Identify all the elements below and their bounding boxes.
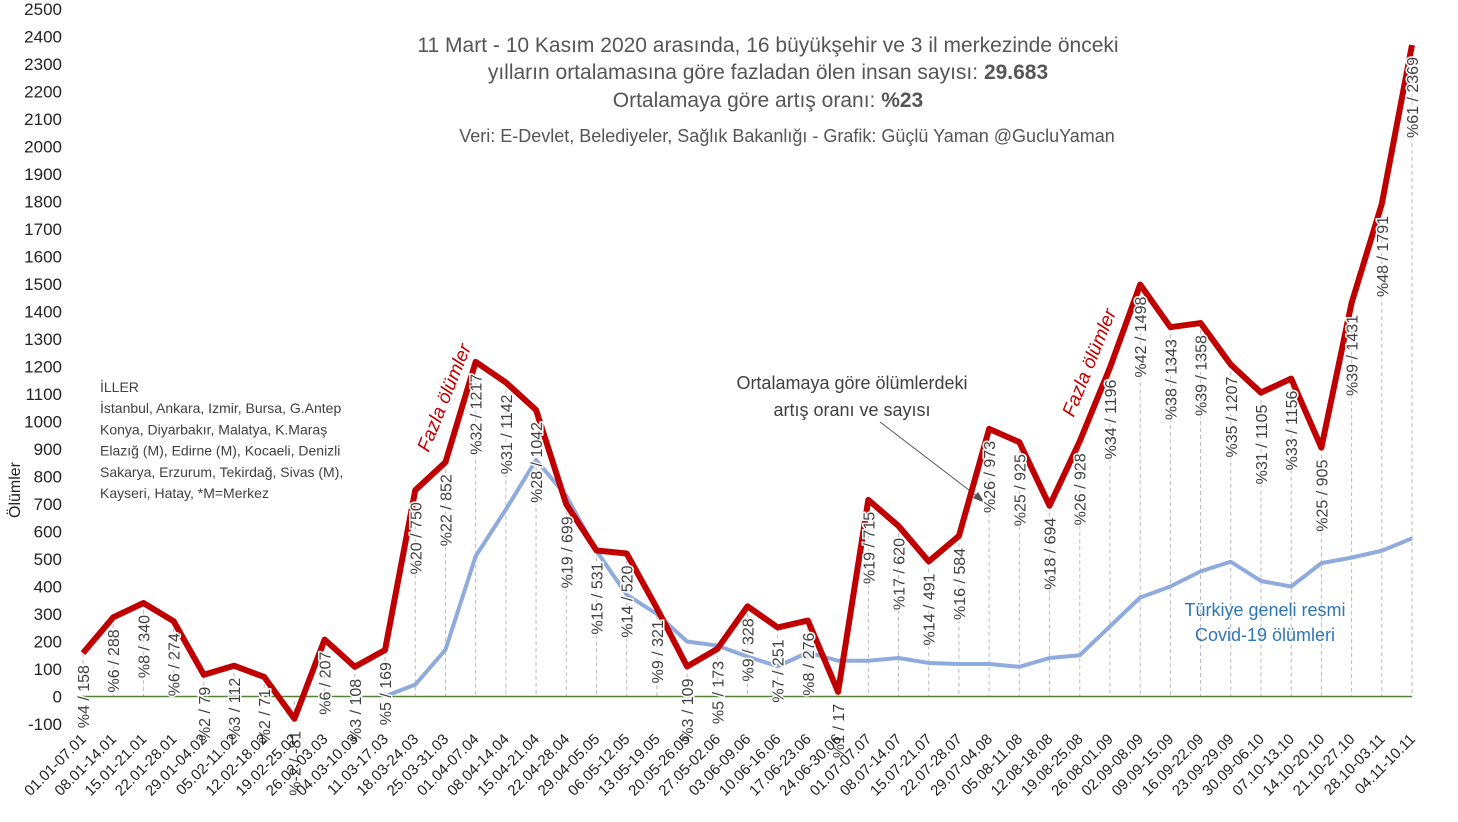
- data-label: %15 / 531: [589, 562, 606, 634]
- data-label: %26 / 928: [1073, 453, 1090, 525]
- y-tick-label: 2200: [24, 83, 62, 102]
- y-tick-label: 900: [34, 440, 62, 459]
- data-label: %35 / 1207: [1224, 376, 1241, 457]
- annotation: artış oranı ve sayısı: [773, 400, 930, 420]
- data-label: %19 / 699: [559, 516, 576, 588]
- y-tick-label: 800: [34, 468, 62, 487]
- data-label: %20 / 750: [408, 502, 425, 574]
- data-label: %9 / 328: [741, 618, 758, 681]
- y-tick-label: 600: [34, 523, 62, 542]
- data-label: %6 / 288: [106, 629, 123, 692]
- province-note: İLLER: [100, 378, 139, 395]
- data-label: %6 / 207: [318, 651, 335, 714]
- y-tick-label: 0: [53, 688, 62, 707]
- data-label: %8 / 340: [136, 615, 153, 678]
- data-label: %32 / 1217: [469, 374, 486, 455]
- province-note: İstanbul, Ankara, Izmir, Bursa, G.Antep: [100, 399, 341, 416]
- data-label: %38 / 1343: [1163, 339, 1180, 420]
- y-tick-label: 2000: [24, 138, 62, 157]
- title: yılların ortalamasına göre fazladan ölen…: [488, 61, 984, 84]
- data-label: %39 / 1431: [1345, 315, 1362, 396]
- data-label: %31 / 1105: [1254, 405, 1271, 485]
- data-label: %5 / 169: [378, 662, 395, 725]
- subtitle: Veri: E-Devlet, Belediyeler, Sağlık Baka…: [459, 126, 1115, 146]
- data-label: %16 / 584: [952, 548, 969, 620]
- data-label: %48 / 1791: [1375, 216, 1392, 297]
- annotation: Ortalamaya göre ölümlerdeki: [736, 373, 967, 393]
- data-label: %31 / 1142: [499, 394, 516, 474]
- data-label: %1 / 17: [831, 704, 848, 758]
- y-tick-label: 1600: [24, 248, 62, 267]
- title-bold: 29.683: [984, 61, 1048, 84]
- title: Ortalamaya göre artış oranı: %23: [613, 89, 923, 112]
- y-tick-label: 1200: [24, 358, 62, 377]
- province-note: Sakarya, Erzurum, Tekirdağ, Sivas (M),: [100, 464, 343, 480]
- data-label: %19 / 715: [861, 512, 878, 584]
- data-label: %28 / 1042: [529, 422, 546, 503]
- data-label: %4 / 158: [76, 665, 93, 728]
- y-tick-label: 500: [34, 550, 62, 569]
- data-label: %61 / 2369: [1405, 57, 1422, 138]
- data-label: %14 / 491: [922, 573, 939, 645]
- series-line: [384, 458, 1413, 699]
- title: yılların ortalamasına göre fazladan ölen…: [488, 61, 1048, 84]
- province-note: Kayseri, Hatay, *M=Merkez: [100, 485, 269, 501]
- y-tick-label: 400: [34, 578, 62, 597]
- arrow: [879, 421, 983, 501]
- arrowhead: [973, 492, 985, 503]
- y-tick-label: 1100: [25, 385, 62, 404]
- data-label: %17 / 620: [892, 538, 909, 610]
- data-label: %3 / 112: [227, 678, 244, 740]
- y-tick-label: -100: [28, 715, 62, 734]
- data-label: %2 / 71: [257, 689, 274, 743]
- data-label: %2 / 79: [197, 687, 214, 741]
- data-label: %3 / 109: [680, 678, 697, 741]
- data-label: %25 / 925: [1012, 454, 1029, 526]
- y-tick-label: 2500: [24, 0, 62, 19]
- y-tick-label: 1500: [24, 275, 62, 294]
- covid-annotation: Türkiye geneli resmi: [1184, 600, 1345, 620]
- y-tick-label: 2100: [24, 110, 62, 129]
- title: 11 Mart - 10 Kasım 2020 arasında, 16 büy…: [417, 34, 1118, 57]
- data-label: %9 / 321: [650, 620, 667, 683]
- data-label: %5 / 173: [710, 661, 727, 724]
- y-tick-label: 1300: [24, 330, 62, 349]
- y-tick-label: 2300: [24, 55, 62, 74]
- data-label: %39 / 1358: [1194, 335, 1211, 416]
- y-tick-label: 100: [34, 660, 62, 679]
- y-tick-label: 2400: [24, 28, 62, 47]
- y-tick-label: 1000: [24, 413, 62, 432]
- y-axis-label: Ölümler: [6, 461, 24, 518]
- data-label: %6 / 274: [167, 633, 184, 696]
- data-label: %14 / 520: [620, 565, 637, 637]
- province-note: Elazığ (M), Edirne (M), Kocaeli, Denizli: [100, 443, 340, 459]
- data-label: %34 / 1196: [1103, 379, 1120, 459]
- data-label: %33 / 1156: [1284, 390, 1301, 470]
- data-label: %8 / 276: [801, 632, 818, 695]
- y-tick-label: 1700: [24, 220, 62, 239]
- series-line: [80, 44, 1415, 722]
- y-tick-label: 1800: [24, 193, 62, 212]
- data-label: %3 / 108: [348, 679, 365, 742]
- data-label: %7 / 251: [771, 639, 788, 702]
- data-label: %22 / 852: [438, 474, 455, 546]
- data-label: %25 / 905: [1314, 460, 1331, 532]
- y-tick-label: 1400: [24, 303, 62, 322]
- data-label: %-2 / -81: [287, 731, 304, 796]
- data-label: %26 / 973: [982, 441, 999, 513]
- y-tick-label: 700: [34, 495, 62, 514]
- y-tick-label: 300: [34, 605, 62, 624]
- title-bold: %23: [881, 89, 923, 112]
- province-note: Konya, Diyarbakır, Malatya, K.Maraş: [100, 421, 327, 437]
- title: Ortalamaya göre artış oranı:: [613, 89, 881, 112]
- data-label: %18 / 694: [1043, 518, 1060, 590]
- covid-annotation: Covid-19 ölümleri: [1195, 625, 1335, 645]
- y-tick-label: 200: [34, 633, 62, 652]
- y-tick-label: 1900: [24, 165, 62, 184]
- data-label: %42 / 1498: [1133, 296, 1150, 377]
